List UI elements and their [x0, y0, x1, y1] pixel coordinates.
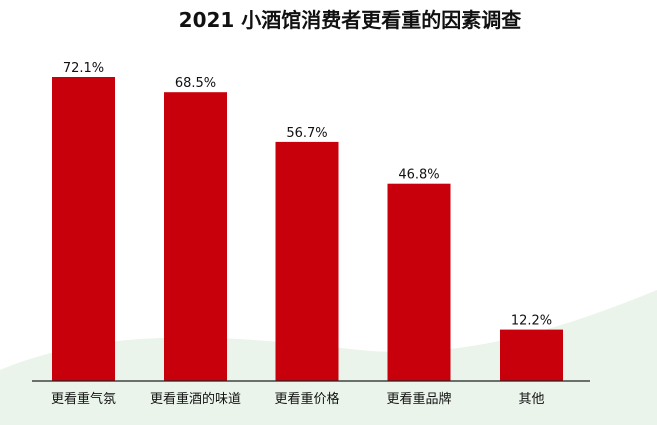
tick-label: 更看重价格	[274, 391, 339, 407]
bar	[164, 92, 227, 381]
tick-labels-group: 更看重气氛 更看重酒的味道 更看重价格 更看重品牌 其他	[51, 391, 545, 407]
chart-title: 2021 小酒馆消费者更看重的因素调查	[179, 8, 522, 32]
bar	[52, 77, 115, 381]
data-label: 68.5%	[175, 76, 216, 91]
data-label: 12.2%	[511, 314, 552, 329]
data-label: 46.8%	[398, 168, 439, 183]
bar	[275, 141, 339, 381]
data-label: 56.7%	[286, 126, 327, 141]
data-labels-group: 72.1% 68.5% 56.7% 46.8% 12.2%	[63, 61, 552, 329]
bar	[500, 329, 563, 381]
tick-label: 其他	[518, 392, 544, 407]
tick-label: 更看重品牌	[386, 391, 451, 407]
tick-label: 更看重气氛	[51, 391, 116, 407]
tick-label: 更看重酒的味道	[150, 391, 241, 407]
data-label: 72.1%	[63, 61, 104, 76]
bar	[387, 183, 451, 381]
bars-group	[52, 77, 563, 381]
